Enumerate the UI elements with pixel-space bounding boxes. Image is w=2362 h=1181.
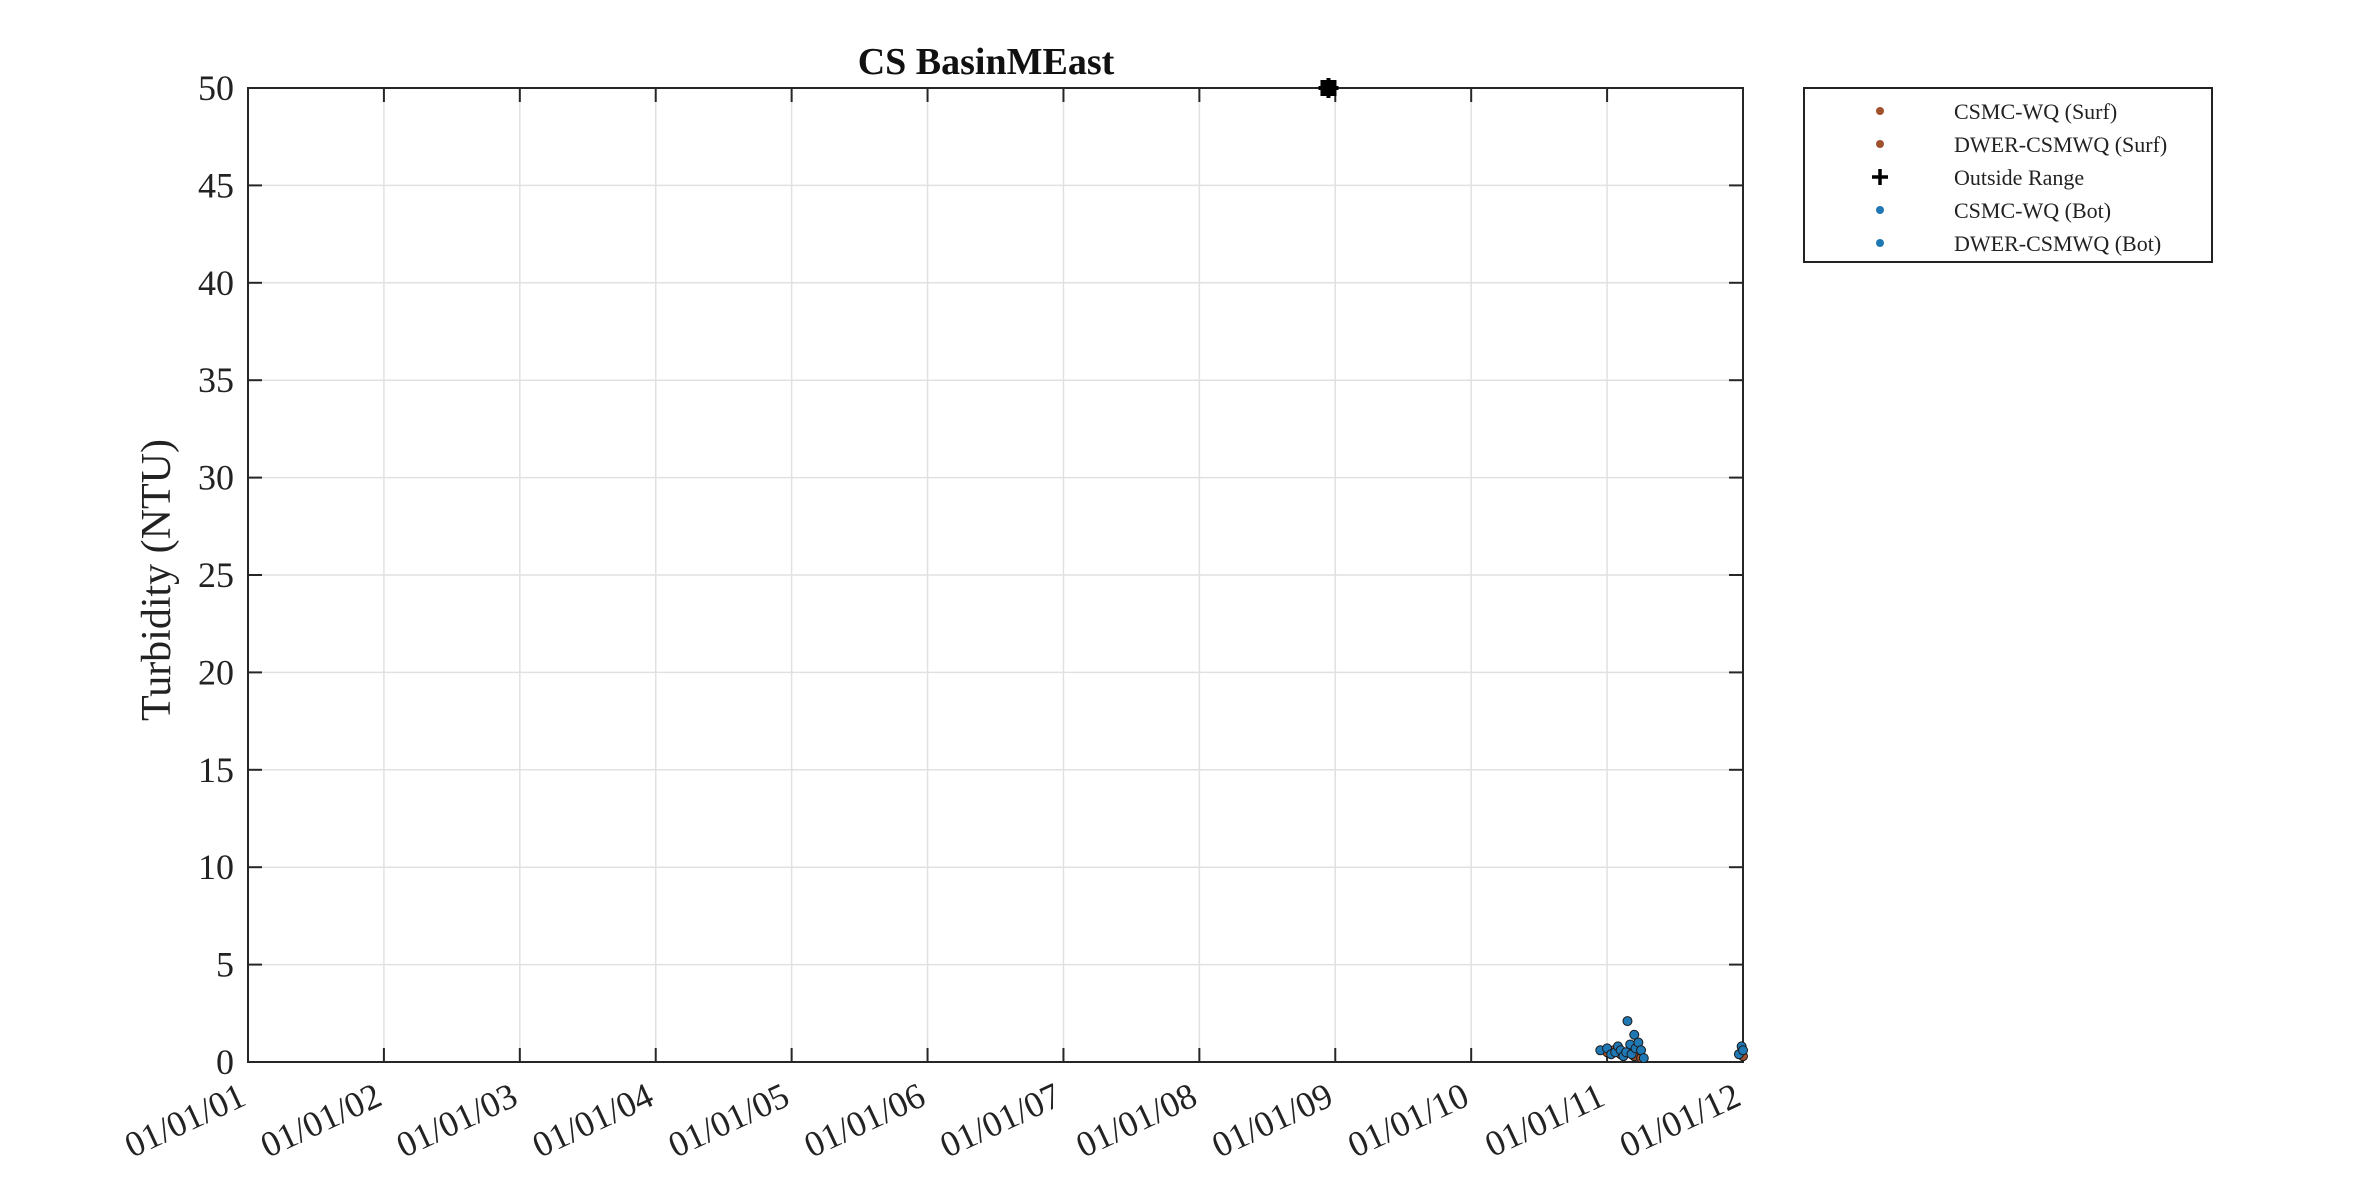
series-outside-range [1318,78,1339,98]
y-tick-label: 25 [198,555,234,595]
y-tick-label: 0 [216,1042,234,1082]
data-point [1622,1016,1633,1027]
data-point [1738,1045,1748,1056]
legend-marker-dot [1876,107,1884,115]
y-axis-label: Turbidity (NTU) [134,439,180,721]
y-tick-label: 40 [198,263,234,303]
grid [247,87,1744,1063]
y-tick-label: 30 [198,458,234,498]
y-tick-label: 20 [198,652,234,692]
legend-marker-dot [1876,239,1884,247]
y-tick-label: 35 [198,360,234,400]
y-tick-label: 5 [216,945,234,985]
legend-marker-dot [1876,140,1884,148]
chart-title: CS BasinMEast [858,41,1115,83]
y-tick-label: 10 [198,847,234,887]
series-csmc-wq-bot [1595,1016,1649,1064]
data-point [1638,1053,1649,1064]
y-tick-label: 50 [198,68,234,108]
y-tick-label: 15 [198,750,234,790]
legend-box [1803,87,2213,263]
legend-label: Outside Range [1954,165,2084,190]
legend-items: CSMC-WQ (Surf) DWER-CSMWQ (Surf) Outside R… [1872,99,2167,256]
legend[interactable]: CSMC-WQ (Surf) DWER-CSMWQ (Surf) Outside R… [1803,87,2213,263]
legend-marker-dot [1876,206,1884,214]
legend-label: CSMC-WQ (Surf) [1954,99,2117,124]
legend-label: DWER-CSMWQ (Bot) [1954,231,2161,256]
data-point [1629,1029,1640,1040]
data-points [1318,78,1748,1064]
legend-label: CSMC-WQ (Bot) [1954,198,2111,223]
series-dwer-csmwq-bot [1733,1041,1748,1060]
legend-label: DWER-CSMWQ (Surf) [1954,132,2167,157]
y-tick-label: 45 [198,165,234,205]
